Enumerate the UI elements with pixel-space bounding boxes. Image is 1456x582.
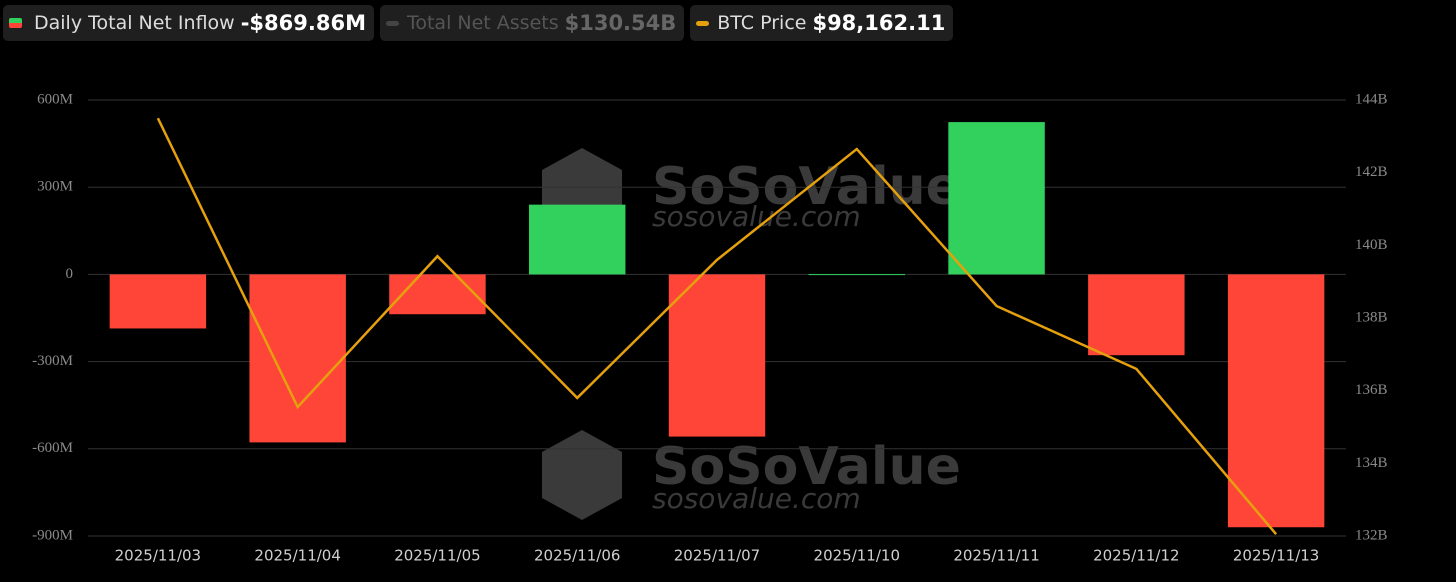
legend-value: $130.54B [564, 11, 677, 35]
bar [1088, 274, 1185, 356]
y2-tick-label: 136B [1355, 382, 1388, 398]
bar [109, 274, 207, 329]
legend-value: $98,162.11 [812, 11, 946, 35]
legend-swatch [385, 20, 399, 26]
x-tick-label: 2025/11/11 [953, 547, 1039, 565]
y-tick-label: -300M [32, 353, 73, 369]
y-tick-label: 300M [37, 179, 73, 195]
y-tick-label: 0 [66, 266, 74, 282]
bar [948, 122, 1045, 275]
y2-tick-label: 144B [1355, 91, 1388, 107]
legend-value: -$869.86M [240, 11, 366, 35]
legend-swatch [696, 20, 710, 26]
bar [249, 274, 346, 443]
bar [668, 274, 766, 437]
y-tick-label: -600M [32, 440, 73, 456]
legend: Daily Total Net Inflow -$869.86M Total N… [3, 5, 954, 41]
bar [808, 274, 906, 276]
y-tick-label: 600M [37, 91, 73, 107]
x-tick-label: 2025/11/03 [115, 547, 201, 565]
bar [389, 274, 486, 315]
y2-tick-label: 132B [1355, 527, 1388, 543]
bar [1227, 274, 1325, 528]
x-tick-label: 2025/11/06 [534, 547, 620, 565]
y2-tick-label: 138B [1355, 309, 1388, 325]
x-tick-label: 2025/11/05 [394, 547, 480, 565]
legend-item[interactable]: Total Net Assets $130.54B [379, 5, 685, 41]
y2-tick-label: 142B [1355, 164, 1388, 180]
x-tick-label: 2025/11/13 [1233, 547, 1319, 565]
line [156, 117, 1278, 535]
legend-label: Total Net Assets [406, 12, 559, 34]
legend-item[interactable]: Daily Total Net Inflow -$869.86M [3, 5, 374, 41]
y2-tick-label: 140B [1355, 237, 1388, 253]
watermark: sosovalue.com [652, 482, 861, 515]
watermark-logo [542, 148, 622, 520]
x-tick-label: 2025/11/07 [674, 547, 760, 565]
x-tick-label: 2025/11/12 [1093, 547, 1179, 565]
legend-item[interactable]: BTC Price $98,162.11 [690, 5, 954, 41]
watermark: SoSoValue [652, 437, 961, 497]
bar [528, 204, 626, 275]
x-tick-label: 2025/11/04 [254, 547, 340, 565]
y2-tick-label: 134B [1355, 455, 1388, 471]
x-tick-label: 2025/11/10 [814, 547, 900, 565]
legend-label: Daily Total Net Inflow [34, 12, 235, 34]
legend-swatch [9, 18, 22, 28]
y-tick-label: -900M [32, 527, 73, 543]
legend-label: BTC Price [717, 12, 807, 34]
